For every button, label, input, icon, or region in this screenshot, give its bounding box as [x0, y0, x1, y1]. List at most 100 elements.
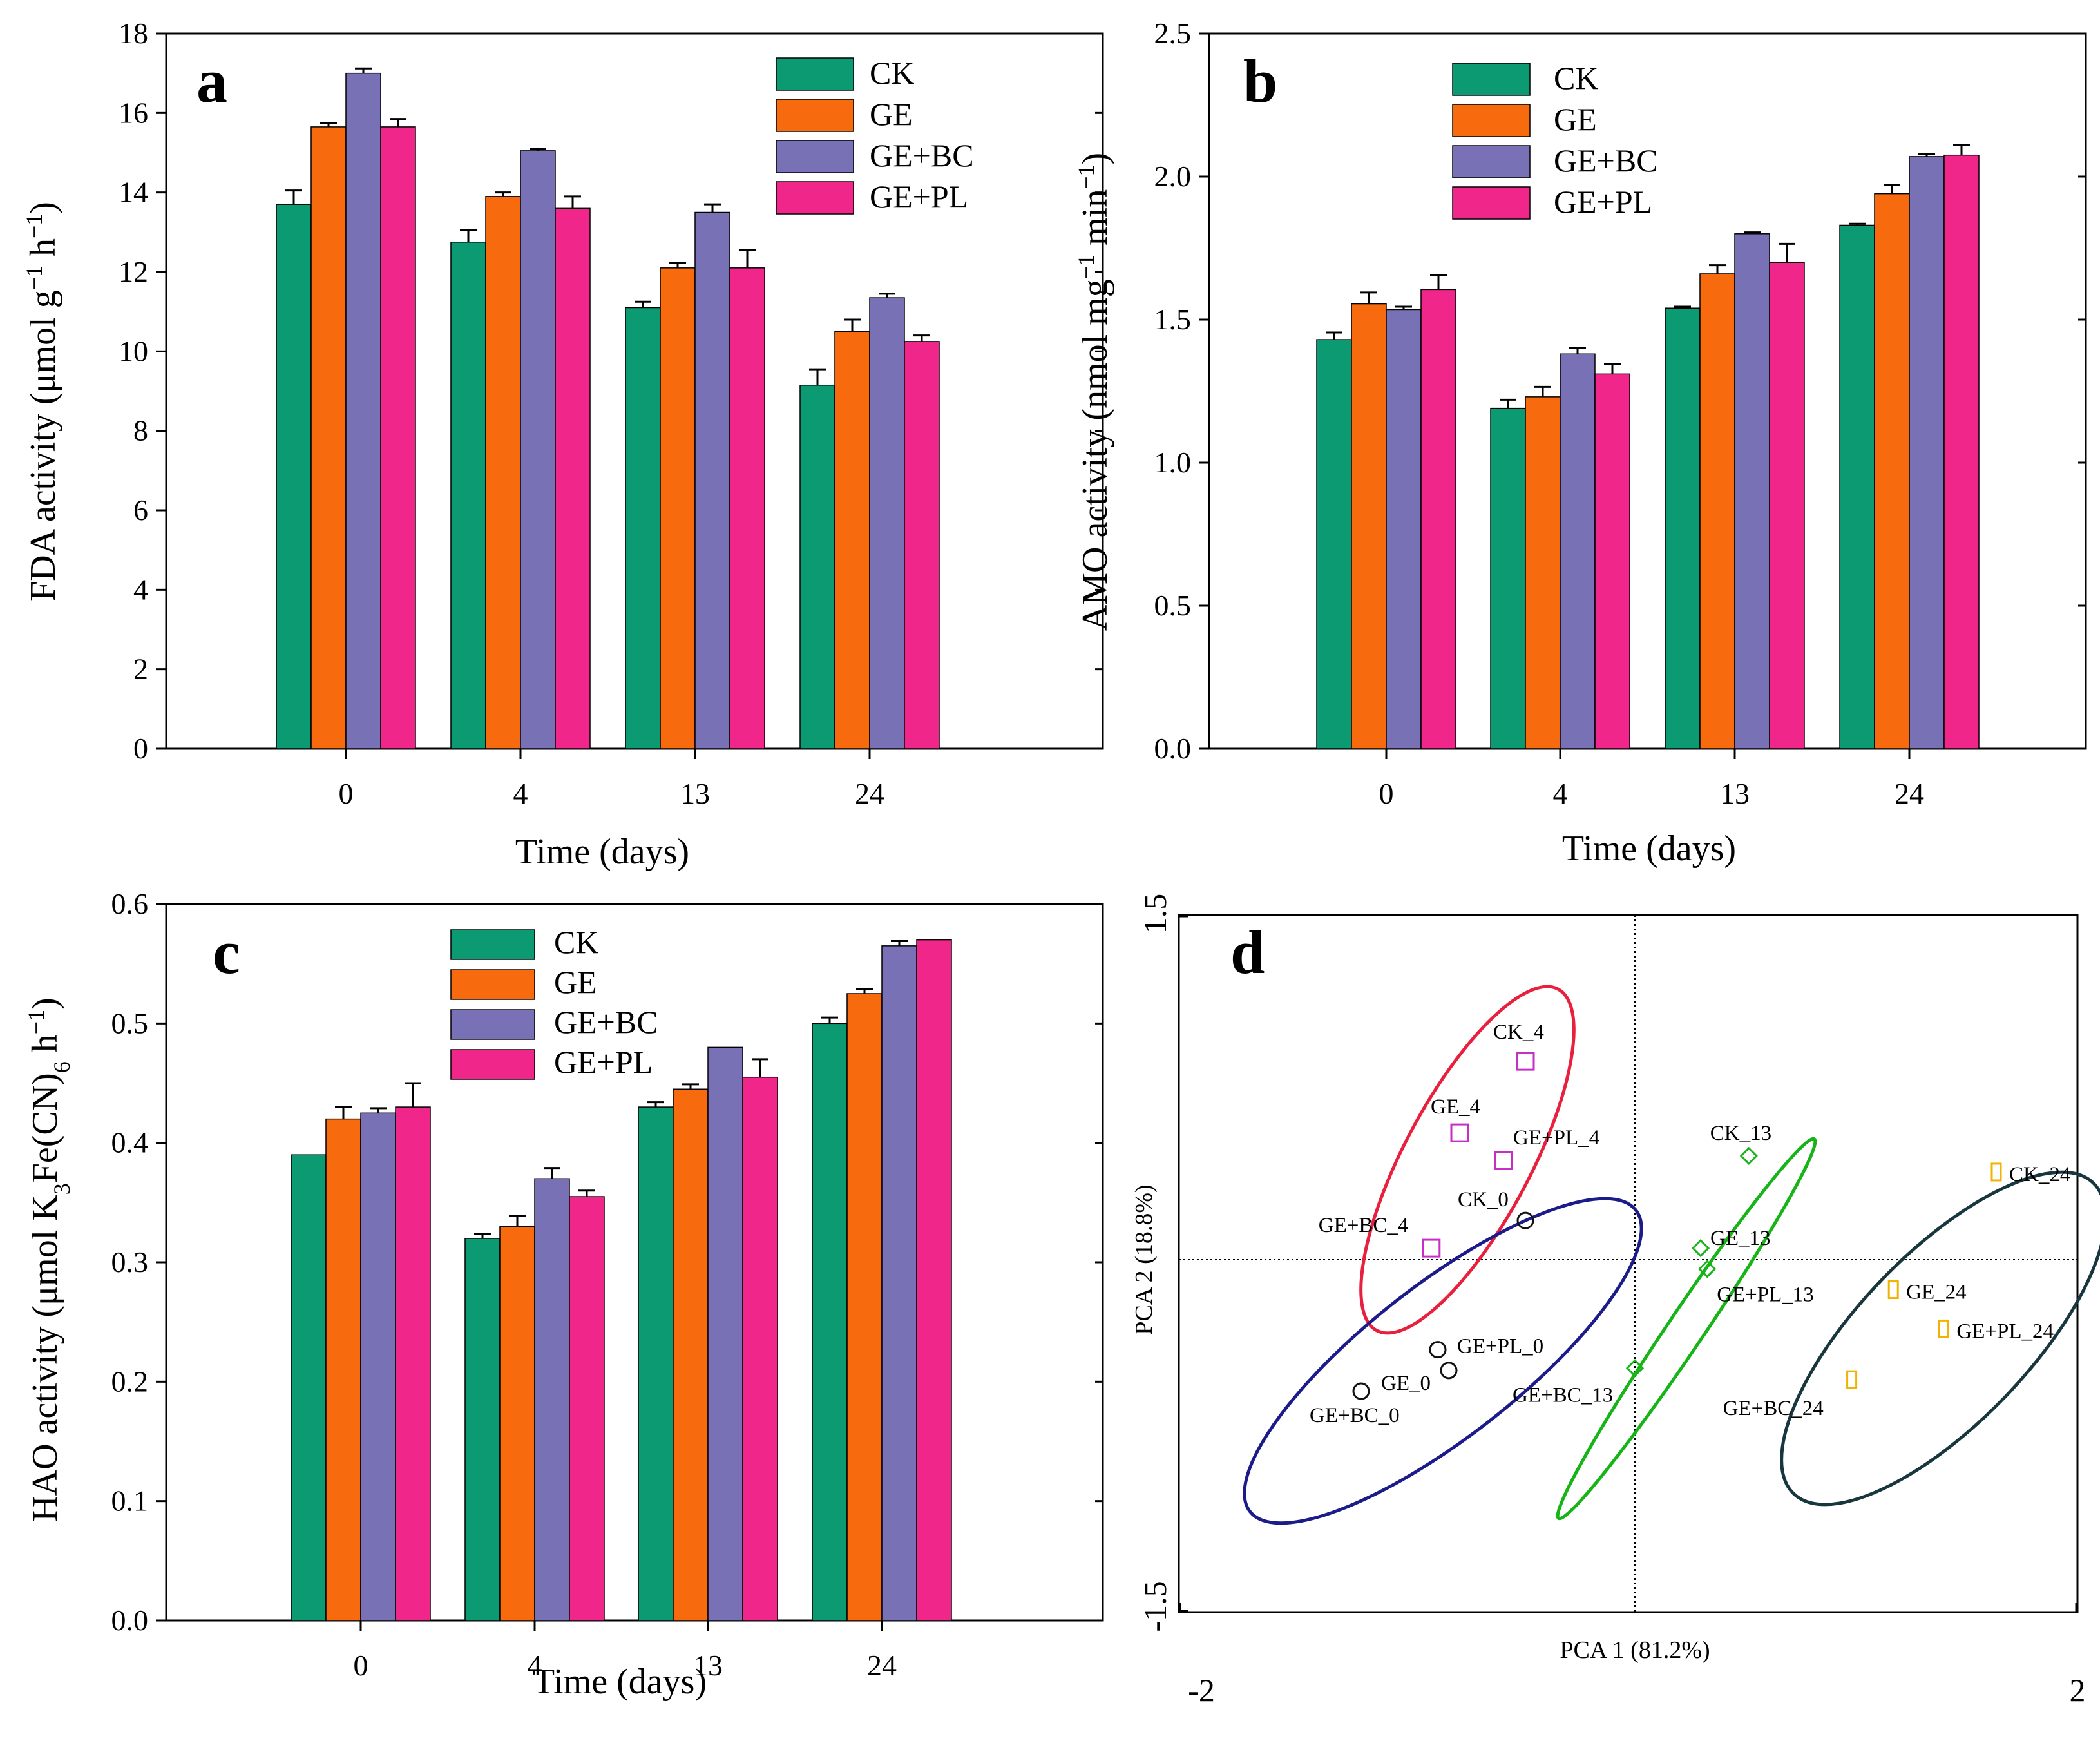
bar-ge-bc-day-13 [694, 211, 730, 749]
panel-d-xtick-min: -2 [1188, 1672, 1215, 1708]
bar-ge-day-13 [1699, 273, 1735, 749]
y-tick-label: 1.0 [1154, 446, 1192, 479]
x-tick-label: 0 [1379, 777, 1394, 810]
legend-label: GE [870, 96, 913, 132]
y-tick-label: 18 [119, 17, 148, 50]
bar-ge-pl-day-0 [1420, 289, 1456, 749]
y-tick-label: 0.2 [111, 1365, 149, 1398]
panel-b-ylabel: AMO activity (nmol mg−1 min−1) [1073, 153, 1115, 631]
bar-ck-day-13 [638, 1106, 674, 1621]
point-label-GE+BC_4: GE+BC_4 [1319, 1214, 1409, 1237]
point-label-CK_13: CK_13 [1710, 1122, 1771, 1145]
bar-ge-pl-day-13 [1769, 262, 1805, 749]
y-tick-label: 1.5 [1154, 303, 1192, 336]
panel-c-xlabel: Time (days) [533, 1662, 707, 1702]
bar-ck-day-24 [1839, 224, 1875, 749]
panel-d-pca-plot: d PCA 1 (81.2%) PCA 2 (18.8%) -2 2 1.5 -… [1131, 894, 2100, 1708]
legend-label: GE [554, 964, 597, 1000]
bar-ge-bc-day-24 [869, 297, 905, 749]
x-tick-label: 0 [339, 777, 354, 810]
bar-ge-day-4 [499, 1226, 535, 1621]
panel-d-xlabel: PCA 1 (81.2%) [1560, 1637, 1710, 1664]
marker-CK_24 [1990, 1162, 2002, 1182]
x-tick-label: 0 [354, 1649, 368, 1682]
y-tick-label: 4 [133, 573, 148, 606]
bar-ge-day-0 [310, 126, 347, 749]
bar-ge-pl-day-24 [904, 341, 940, 749]
bar-ck-day-24 [799, 385, 835, 749]
bar-ge-bc-day-24 [881, 945, 917, 1621]
x-tick-label: 24 [1895, 777, 1924, 810]
bar-ge-bc-day-4 [534, 1178, 570, 1621]
panel-b-xlabel: Time (days) [1562, 829, 1736, 869]
y-tick-label: 2.5 [1154, 17, 1192, 50]
marker-GE+BC_13 [1625, 1359, 1645, 1378]
marker-CK_0 [1516, 1211, 1534, 1229]
bar-ge-day-24 [1874, 193, 1910, 749]
confidence-ellipse-day0 [1243, 1197, 1643, 1525]
marker-GE+BC_0 [1352, 1382, 1370, 1400]
plot-frame [1208, 32, 2087, 750]
y-tick-label: 0.3 [111, 1246, 149, 1278]
bar-ge-bc-day-0 [360, 1112, 396, 1621]
bar-ge-bc-day-0 [1386, 309, 1422, 749]
panel-d-ylabel: PCA 2 (18.8%) [1131, 1184, 1158, 1334]
point-label-GE+BC_24: GE+BC_24 [1723, 1397, 1824, 1420]
legend-swatch-ck [1452, 63, 1531, 96]
x-tick-label: 13 [693, 1649, 723, 1682]
x-tick-label: 4 [1553, 777, 1568, 810]
y-tick-label: 12 [119, 255, 148, 288]
bar-ge-bc-day-4 [1560, 353, 1596, 749]
marker-GE+PL_24 [1938, 1319, 1949, 1338]
x-tick-label: 24 [867, 1649, 897, 1682]
y-tick-label: 0.0 [1154, 732, 1192, 765]
y-tick-label: 6 [133, 494, 148, 526]
marker-CK_4 [1516, 1052, 1535, 1071]
legend-swatch-ck [776, 57, 854, 91]
x-tick-label: 13 [680, 777, 710, 810]
bar-ge-pl-day-24 [916, 939, 952, 1621]
legend-label: GE [1554, 101, 1597, 137]
bar-ck-day-0 [276, 204, 312, 749]
bar-ge-day-4 [1525, 396, 1561, 749]
y-tick-label: 10 [119, 334, 148, 367]
point-label-GE+BC_0: GE+BC_0 [1310, 1404, 1400, 1427]
marker-GE+BC_4 [1422, 1238, 1441, 1258]
point-label-CK_4: CK_4 [1493, 1021, 1544, 1044]
point-label-GE_13: GE_13 [1710, 1227, 1771, 1250]
y-tick-label: 0.1 [111, 1485, 149, 1517]
y-tick-label: 8 [133, 414, 148, 447]
bar-ge-day-0 [325, 1118, 361, 1621]
x-tick-label: 13 [1720, 777, 1750, 810]
confidence-ellipse-day24 [1780, 1170, 2100, 1507]
bar-ge-pl-day-4 [569, 1196, 605, 1621]
bar-ck-day-4 [464, 1238, 501, 1621]
panel-d-ytick-min: -1.5 [1137, 1581, 1173, 1632]
y-tick-label: 0.5 [111, 1006, 149, 1039]
point-label-GE_0: GE_0 [1381, 1372, 1431, 1395]
panel-c-letter: c [213, 918, 240, 987]
x-tick-label: 4 [528, 1649, 542, 1682]
x-tick-label: 24 [855, 777, 884, 810]
marker-GE+PL_4 [1494, 1151, 1513, 1170]
panel-a-ylabel: FDA activity (μmol g−1 h−1) [21, 202, 63, 601]
marker-GE+PL_0 [1429, 1341, 1447, 1359]
legend-label: CK [554, 924, 598, 960]
legend-swatch-ge-bc [776, 140, 854, 173]
x-tick-label: 4 [513, 777, 528, 810]
bar-ge-day-4 [485, 196, 521, 749]
legend-swatch-ge [450, 969, 535, 1000]
y-tick-label: 0.0 [111, 1604, 149, 1637]
point-label-GE+BC_13: GE+BC_13 [1513, 1383, 1613, 1407]
legend-swatch-ge-bc [450, 1009, 535, 1040]
legend-label: GE+PL [870, 178, 968, 215]
y-tick-label: 16 [119, 96, 148, 129]
bar-ge-bc-day-4 [520, 150, 556, 749]
bar-ge-day-13 [673, 1088, 709, 1621]
point-label-GE+PL_13: GE+PL_13 [1717, 1283, 1814, 1306]
bar-ge-day-24 [834, 331, 870, 749]
legend-swatch-ge [776, 99, 854, 132]
confidence-ellipse-day13 [1556, 1137, 1817, 1521]
marker-GE_13 [1691, 1238, 1710, 1258]
